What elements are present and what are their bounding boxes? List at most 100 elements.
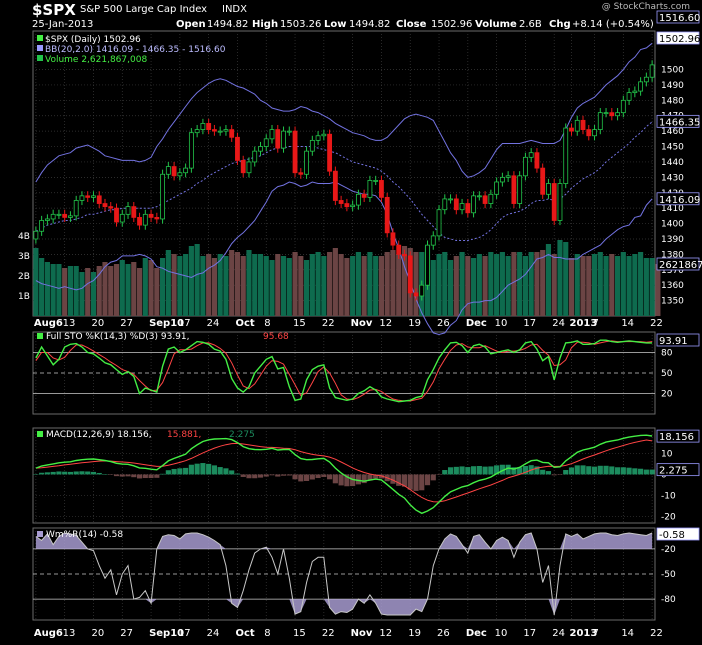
volume-bar [79, 272, 85, 316]
macd-histogram-bar [33, 474, 39, 475]
macd-marker: 18.156 [659, 432, 694, 443]
macd-histogram-bar [206, 463, 212, 475]
xtick-top: 20 [91, 318, 104, 329]
y-tick-price: 1460 [661, 127, 684, 137]
volume-bar [332, 248, 338, 316]
volume-bar [183, 254, 189, 316]
macd-histogram-bar [50, 471, 56, 475]
macd-histogram-bar [85, 471, 91, 475]
volume-bar [85, 268, 91, 316]
volume-marker-box [656, 257, 700, 271]
volume-bar [482, 256, 488, 316]
macd-histogram-bar [511, 467, 517, 475]
candle-body [183, 167, 189, 174]
macd-histogram-bar [574, 465, 580, 475]
macd-histogram-bar [459, 466, 465, 475]
close-marker: 1502.96 [659, 34, 700, 45]
volume-bar [194, 244, 200, 316]
candle-body [188, 132, 194, 169]
xtick-bottom: 13 [63, 628, 76, 639]
volume-bar [56, 264, 62, 316]
volume-bar [453, 256, 459, 316]
xtick-bottom: Sep10 [149, 628, 184, 639]
candle-body [137, 217, 142, 226]
candle-body [79, 195, 85, 201]
macd-histogram-bar [568, 467, 575, 475]
xtick-bottom: 22 [650, 628, 663, 639]
candle-body [436, 209, 442, 237]
candle-body [448, 198, 453, 201]
macd-histogram-bar [603, 465, 609, 475]
macd-histogram-bar [442, 470, 448, 475]
xtick-top: 17 [178, 318, 191, 329]
sto-k-line [35, 339, 653, 403]
xtick-top: 15 [293, 318, 306, 329]
bb-middle-marker-box [656, 114, 700, 128]
quote-date: 25-Jan-2013 [32, 19, 93, 30]
volume-bar [96, 266, 102, 316]
volume-bar [90, 272, 97, 316]
volume-bar [263, 256, 269, 316]
close-marker-box [656, 31, 700, 45]
candle-body [540, 167, 546, 195]
candle-body [119, 213, 125, 223]
candle-body [488, 193, 494, 204]
candle-body [85, 195, 91, 198]
candle-body [148, 213, 154, 218]
price-legend-swatch [37, 45, 43, 51]
volume-bar [171, 254, 177, 316]
y-tick-price: 1360 [661, 281, 684, 291]
change-label: Chg [549, 19, 571, 30]
price-legend-swatch [37, 35, 43, 41]
candle-body [200, 123, 206, 130]
sto-d-line [35, 340, 653, 402]
candle-body [471, 195, 476, 214]
sto-legend: 95.68 [263, 332, 289, 342]
candle-body [114, 207, 119, 223]
macd-histogram-bar [223, 468, 229, 475]
volume-bar [154, 268, 160, 316]
volume-bar [142, 258, 148, 316]
macd-histogram-bar [160, 473, 166, 475]
macd-histogram-bar [396, 474, 402, 486]
candle-body [384, 196, 390, 234]
bb-middle-marker: 1466.35 [659, 117, 700, 128]
y-tick-wmr: -80 [661, 595, 676, 605]
xtick-bottom: 19 [408, 628, 421, 639]
wmr-legend: Wm%R(14) -0.58 [46, 530, 123, 540]
macd-histogram-bar [563, 470, 569, 475]
candle-body [523, 156, 528, 177]
y-tick-price: 1380 [661, 250, 684, 260]
volume-bar [614, 256, 621, 316]
volume-bar [378, 256, 385, 316]
candle-body [125, 206, 131, 215]
macd-legend: 15.881, [167, 430, 201, 440]
macd-histogram-bar [102, 474, 108, 475]
volume-bar [309, 254, 315, 316]
volume-bar [655, 264, 661, 316]
xtick-top: 2013 [569, 318, 597, 329]
candle-body [419, 284, 425, 297]
bb-middle-line [35, 121, 653, 241]
macd-histogram-bar [113, 474, 120, 477]
candle-body [275, 129, 281, 149]
volume-bar [361, 256, 367, 316]
volume-bar [626, 256, 632, 316]
macd-histogram-bar [367, 474, 373, 481]
y-tick-price: 1350 [661, 297, 684, 307]
xtick-bottom: 2013 [569, 628, 597, 639]
volume-bar [200, 256, 206, 316]
volume-bar [292, 252, 298, 316]
macd-histogram-bar [522, 466, 528, 475]
candle-body [528, 152, 534, 158]
candle-body [91, 195, 96, 198]
candle-body [332, 170, 338, 201]
macd-legend: 2.275 [229, 430, 255, 440]
volume-bar [620, 252, 626, 316]
macd-histogram-bar [378, 474, 385, 479]
y-tick-price: 1440 [661, 158, 684, 168]
volume-bar [430, 260, 436, 316]
xtick-top: 24 [207, 318, 220, 329]
macd-histogram-bar [96, 472, 102, 475]
macd-histogram-bar [586, 466, 592, 475]
